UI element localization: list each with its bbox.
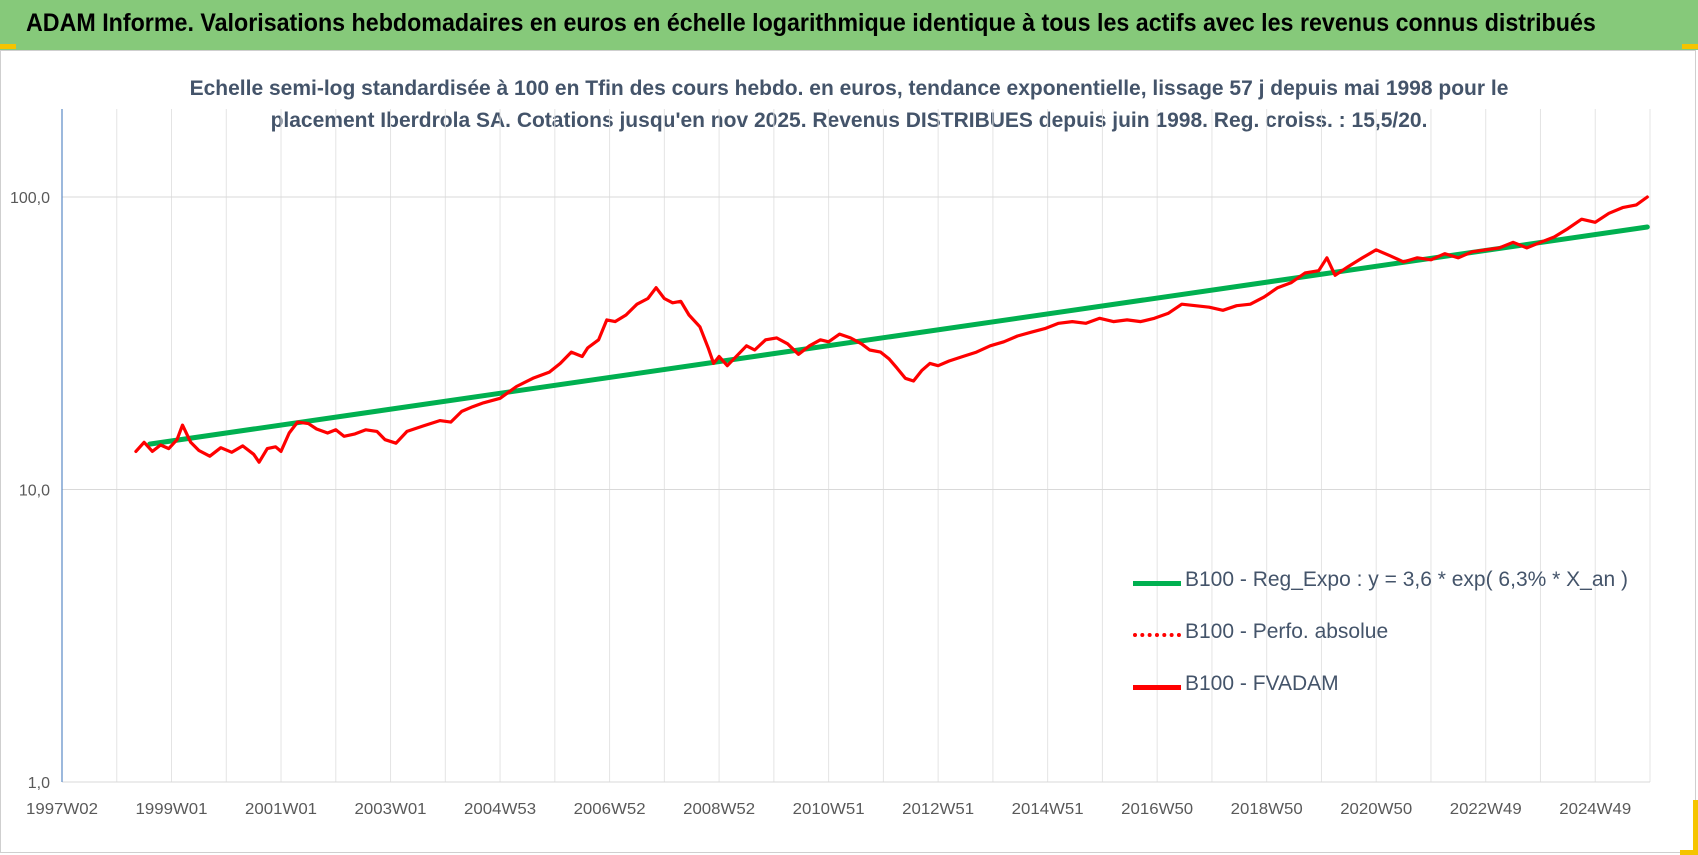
x-tick-label: 2024W49 [1559,801,1631,818]
x-tick-label: 2018W50 [1231,801,1303,818]
y-tick-label: 100,0 [10,190,50,207]
x-tick-label: 2004W53 [464,801,536,818]
x-tick-label: 2012W51 [902,801,974,818]
x-tick-label: 2006W52 [574,801,646,818]
x-tick-label: 2001W01 [245,801,317,818]
header-title: ADAM Informe. Valorisations hebdomadaire… [26,9,1596,37]
x-tick-label: 2014W51 [1012,801,1084,818]
chart-title-line2: placement Iberdrola SA. Cotations jusqu'… [270,109,1428,132]
corner-marker-top-right [1682,44,1698,49]
x-tick-label: 2022W49 [1450,801,1522,818]
x-tick-label: 2016W50 [1121,801,1193,818]
series-line-0 [147,224,1650,447]
corner-marker-bottom-right-horizontal [1680,850,1698,855]
x-tick-label: 1997W02 [26,801,98,818]
legend-label-regression: B100 - Reg_Expo : y = 3,6 * exp( 6,3% * … [1185,568,1629,591]
chart-title-line1: Echelle semi-log standardisée à 100 en T… [189,77,1509,100]
series-line-2 [134,195,1649,464]
legend-swatch-red-dotted [1133,633,1181,637]
x-tick-label: 2003W01 [355,801,427,818]
x-tick-label: 2010W51 [793,801,865,818]
series-layer [134,195,1650,464]
legend-swatch-red-solid [1133,685,1181,690]
y-tick-label: 1,0 [28,775,50,792]
legend-label-perfo-absolue: B100 - Perfo. absolue [1185,620,1389,643]
tick-label-layer: 1,0 10,0 100,0 1997W02 1999W01 2001W01 2003W01… [10,190,1631,818]
header-banner: ADAM Informe. Valorisations hebdomadaire… [0,0,1698,50]
chart-frame [0,50,1696,853]
grid-layer [61,109,1651,783]
legend-label-fvadam: B100 - FVADAM [1185,672,1339,695]
corner-marker-top-left [0,44,16,49]
y-tick-label: 10,0 [19,483,50,500]
x-tick-label: 1999W01 [136,801,208,818]
x-tick-label: 2020W50 [1340,801,1412,818]
corner-marker-bottom-right [1693,800,1698,855]
x-tick-label: 2008W52 [683,801,755,818]
legend-swatch-green-solid [1133,581,1181,586]
